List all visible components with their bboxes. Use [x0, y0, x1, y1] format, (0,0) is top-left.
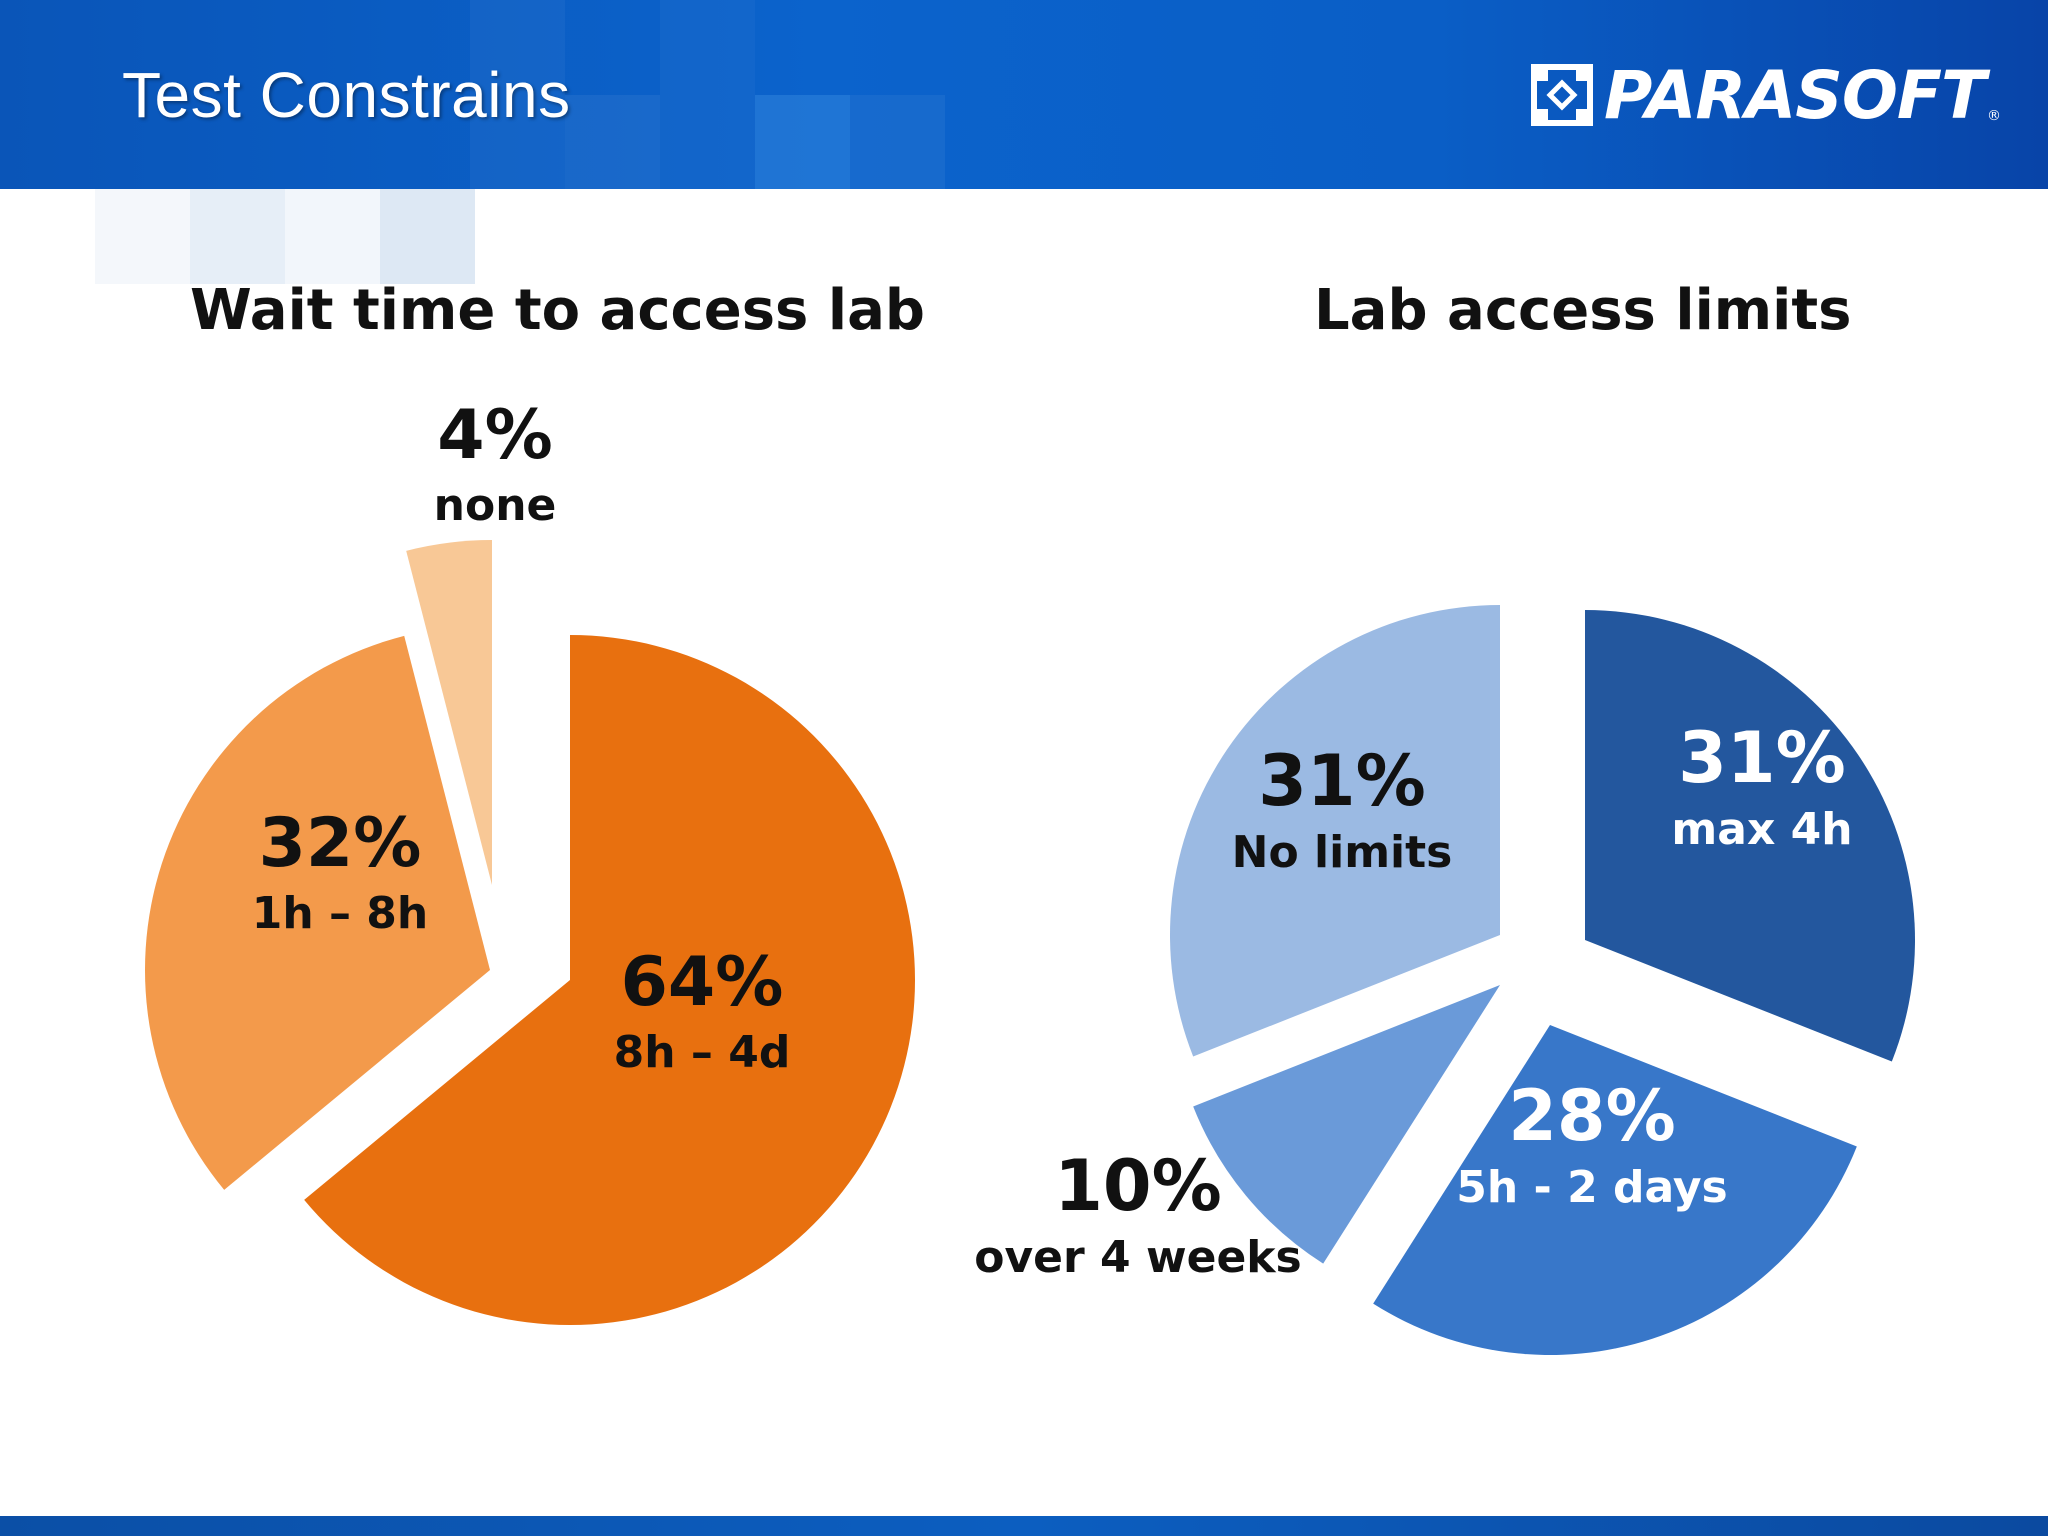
pie-slice — [1585, 609, 1915, 1062]
slice-percent-label: 64% — [621, 943, 784, 1022]
slide-title: Test Constrains — [122, 59, 571, 131]
footer-bar — [0, 1516, 2048, 1536]
slice-category-label: none — [434, 480, 557, 531]
pie-slice — [1193, 985, 1500, 1264]
pie-slice — [1373, 1025, 1857, 1355]
pie-slice — [304, 635, 916, 1326]
slice-percent-label: 10% — [1054, 1145, 1222, 1227]
decor-fade-tile — [190, 189, 285, 284]
slice-percent-label: 28% — [1508, 1075, 1676, 1157]
slide-header: Test Constrains PARASOFT ® — [0, 0, 2048, 189]
decor-fade-tile — [95, 189, 190, 284]
slice-category-label: 5h - 2 days — [1456, 1162, 1727, 1213]
slice-category-label: 8h – 4d — [614, 1027, 791, 1078]
pie-slice — [406, 540, 492, 885]
slice-percent-label: 31% — [1258, 740, 1426, 822]
registered-mark: ® — [1987, 108, 2002, 124]
header-decor-tile — [470, 0, 565, 189]
pie-slice — [1170, 605, 1500, 1057]
decor-fade-tile — [285, 189, 380, 284]
parasoft-logo: PARASOFT ® — [1530, 57, 2002, 134]
chart-title-access-limits: Lab access limits — [1314, 278, 1852, 343]
header-decor-tile — [755, 95, 850, 189]
decor-fade-tile — [380, 189, 475, 284]
slice-category-label: 1h – 8h — [252, 888, 429, 939]
pie-slice — [144, 635, 490, 1190]
slice-percent-label: 4% — [437, 396, 552, 475]
chart-title-wait-time: Wait time to access lab — [190, 278, 925, 343]
parasoft-logo-icon — [1531, 64, 1593, 126]
brand-name: PARASOFT — [1604, 56, 1986, 134]
header-decor-tile — [850, 95, 945, 189]
slice-percent-label: 31% — [1678, 717, 1846, 799]
slice-category-label: max 4h — [1671, 804, 1852, 855]
slice-category-label: No limits — [1232, 827, 1453, 878]
slice-category-label: over 4 weeks — [974, 1232, 1302, 1283]
header-decor-tile — [565, 95, 660, 189]
slice-percent-label: 32% — [259, 804, 422, 883]
